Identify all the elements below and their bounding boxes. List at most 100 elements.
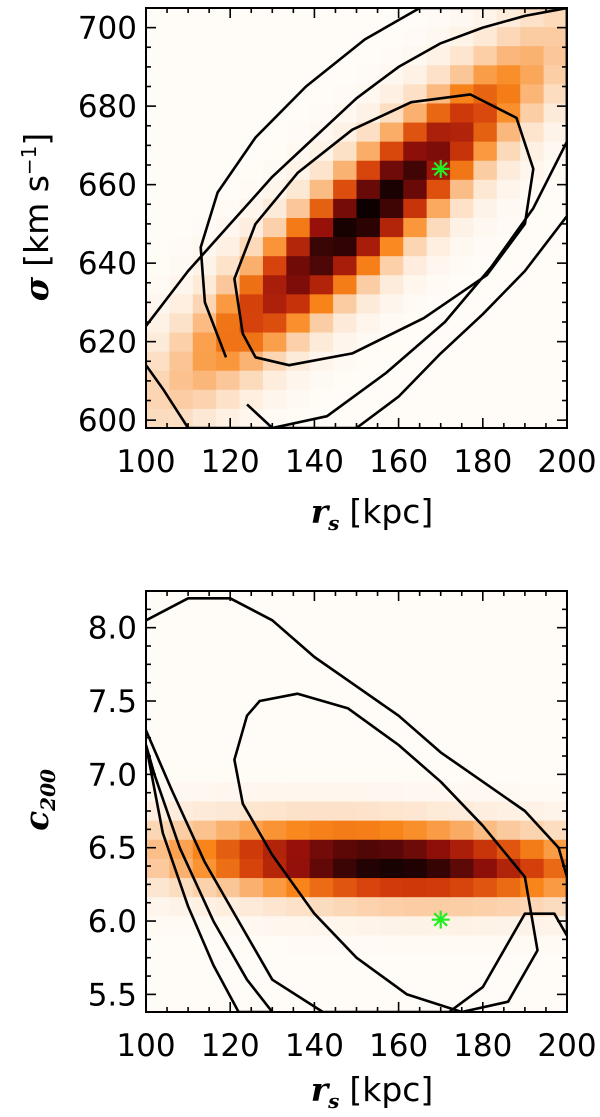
heatmap-cell (426, 370, 451, 391)
heatmap-cell (192, 408, 217, 429)
heatmap-cell (192, 648, 217, 669)
heatmap-cell (286, 256, 311, 276)
heatmap-cell (543, 408, 568, 429)
heatmap-cell (333, 878, 358, 898)
heatmap-cell (473, 294, 498, 315)
heatmap-cell (309, 332, 334, 353)
heatmap-cell (379, 351, 404, 372)
heatmap-cell (403, 935, 428, 956)
x-tick-label: 180 (453, 1028, 512, 1064)
heatmap-cell (403, 648, 428, 669)
heatmap-cell (379, 629, 404, 650)
heatmap-cell (309, 370, 334, 391)
heatmap-cell (333, 648, 358, 669)
heatmap-cell (286, 973, 311, 994)
heatmap-cell (146, 954, 170, 975)
heatmap-cell (239, 103, 264, 124)
heatmap-cell (169, 313, 194, 334)
heatmap-cell (426, 256, 451, 276)
heatmap-cell (426, 705, 451, 726)
heatmap-cell (262, 897, 287, 917)
heatmap-cell (239, 160, 264, 181)
heatmap-cell (286, 8, 311, 28)
heatmap-cell (146, 408, 170, 429)
heatmap-cell (309, 801, 334, 822)
heatmap-cell (169, 65, 194, 85)
heatmap-cell (262, 724, 287, 745)
heatmap-cell (379, 858, 404, 879)
heatmap-cell (473, 591, 498, 611)
heatmap-cell (239, 65, 264, 85)
heatmap-cell (309, 897, 334, 917)
heatmap-cell (403, 351, 428, 372)
heatmap-cell (379, 332, 404, 353)
heatmap-cell (520, 389, 545, 410)
heatmap-cell (543, 8, 568, 28)
heatmap-cell (239, 198, 264, 219)
heatmap-cell (450, 973, 475, 994)
heatmap-cell (169, 46, 194, 66)
heatmap-cell (239, 122, 264, 143)
heatmap-cell (379, 84, 404, 105)
heatmap-cell (192, 839, 217, 860)
heatmap-cell (169, 992, 194, 1013)
heatmap-cell (473, 103, 498, 124)
heatmap-cell (356, 103, 381, 124)
heatmap-cell (309, 141, 334, 162)
heatmap-cell (473, 686, 498, 707)
heatmap-cell (239, 370, 264, 391)
heatmap-cell (216, 648, 241, 669)
heatmap-cell (473, 370, 498, 391)
heatmap-cell (169, 724, 194, 745)
heatmap-cell (286, 648, 311, 669)
heatmap-cell (426, 744, 451, 764)
heatmap-cell (192, 705, 217, 726)
heatmap-cell (333, 122, 358, 143)
heatmap-cell (169, 389, 194, 410)
heatmap-cell (192, 351, 217, 372)
tick-label-group: 100 120 140 160 180 200 600 620 640 660 680 700 (78, 11, 597, 480)
heatmap-cell (379, 610, 404, 630)
heatmap-cell (356, 878, 381, 898)
heatmap-cell (450, 744, 475, 764)
heatmap-cell (496, 179, 521, 200)
heatmap-cell (192, 897, 217, 917)
heatmap-cell (262, 686, 287, 707)
heatmap-cell (216, 629, 241, 650)
heatmap-cell (520, 667, 545, 688)
y-tick-label: 660 (78, 168, 137, 204)
heatmap-cell (216, 916, 241, 937)
heatmap-cell (146, 992, 170, 1013)
heatmap-cell (216, 897, 241, 917)
heatmap-cell (216, 294, 241, 315)
heatmap-cell (169, 141, 194, 162)
heatmap-cell (146, 610, 170, 630)
heatmap-cell (169, 973, 194, 994)
heatmap-cell (379, 313, 404, 334)
heatmap-cell (333, 84, 358, 105)
heatmap-cell (473, 744, 498, 764)
heatmap-cell (450, 8, 475, 28)
y-axis-label: c200 (17, 769, 60, 831)
heatmap-cell (379, 256, 404, 276)
heatmap-cell (286, 705, 311, 726)
heatmap-cell (333, 103, 358, 124)
heatmap-cell (426, 46, 451, 66)
heatmap-cell (520, 839, 545, 860)
heatmap-cell (496, 801, 521, 822)
heatmap-cell (356, 122, 381, 143)
y-tick-label: 680 (78, 89, 137, 125)
heatmap-cell (286, 332, 311, 353)
heatmap-cell (146, 294, 170, 315)
heatmap-cell (520, 237, 545, 257)
heatmap-cell (426, 763, 451, 783)
best-fit-marker (431, 159, 450, 178)
heatmap-cell (286, 198, 311, 219)
heatmap-cell (473, 332, 498, 353)
heatmap-cell (496, 686, 521, 707)
heatmap-cell (239, 954, 264, 975)
heatmap-cell (520, 46, 545, 66)
heatmap-cell (379, 141, 404, 162)
heatmap-cell (356, 916, 381, 937)
heatmap-cell (262, 313, 287, 334)
